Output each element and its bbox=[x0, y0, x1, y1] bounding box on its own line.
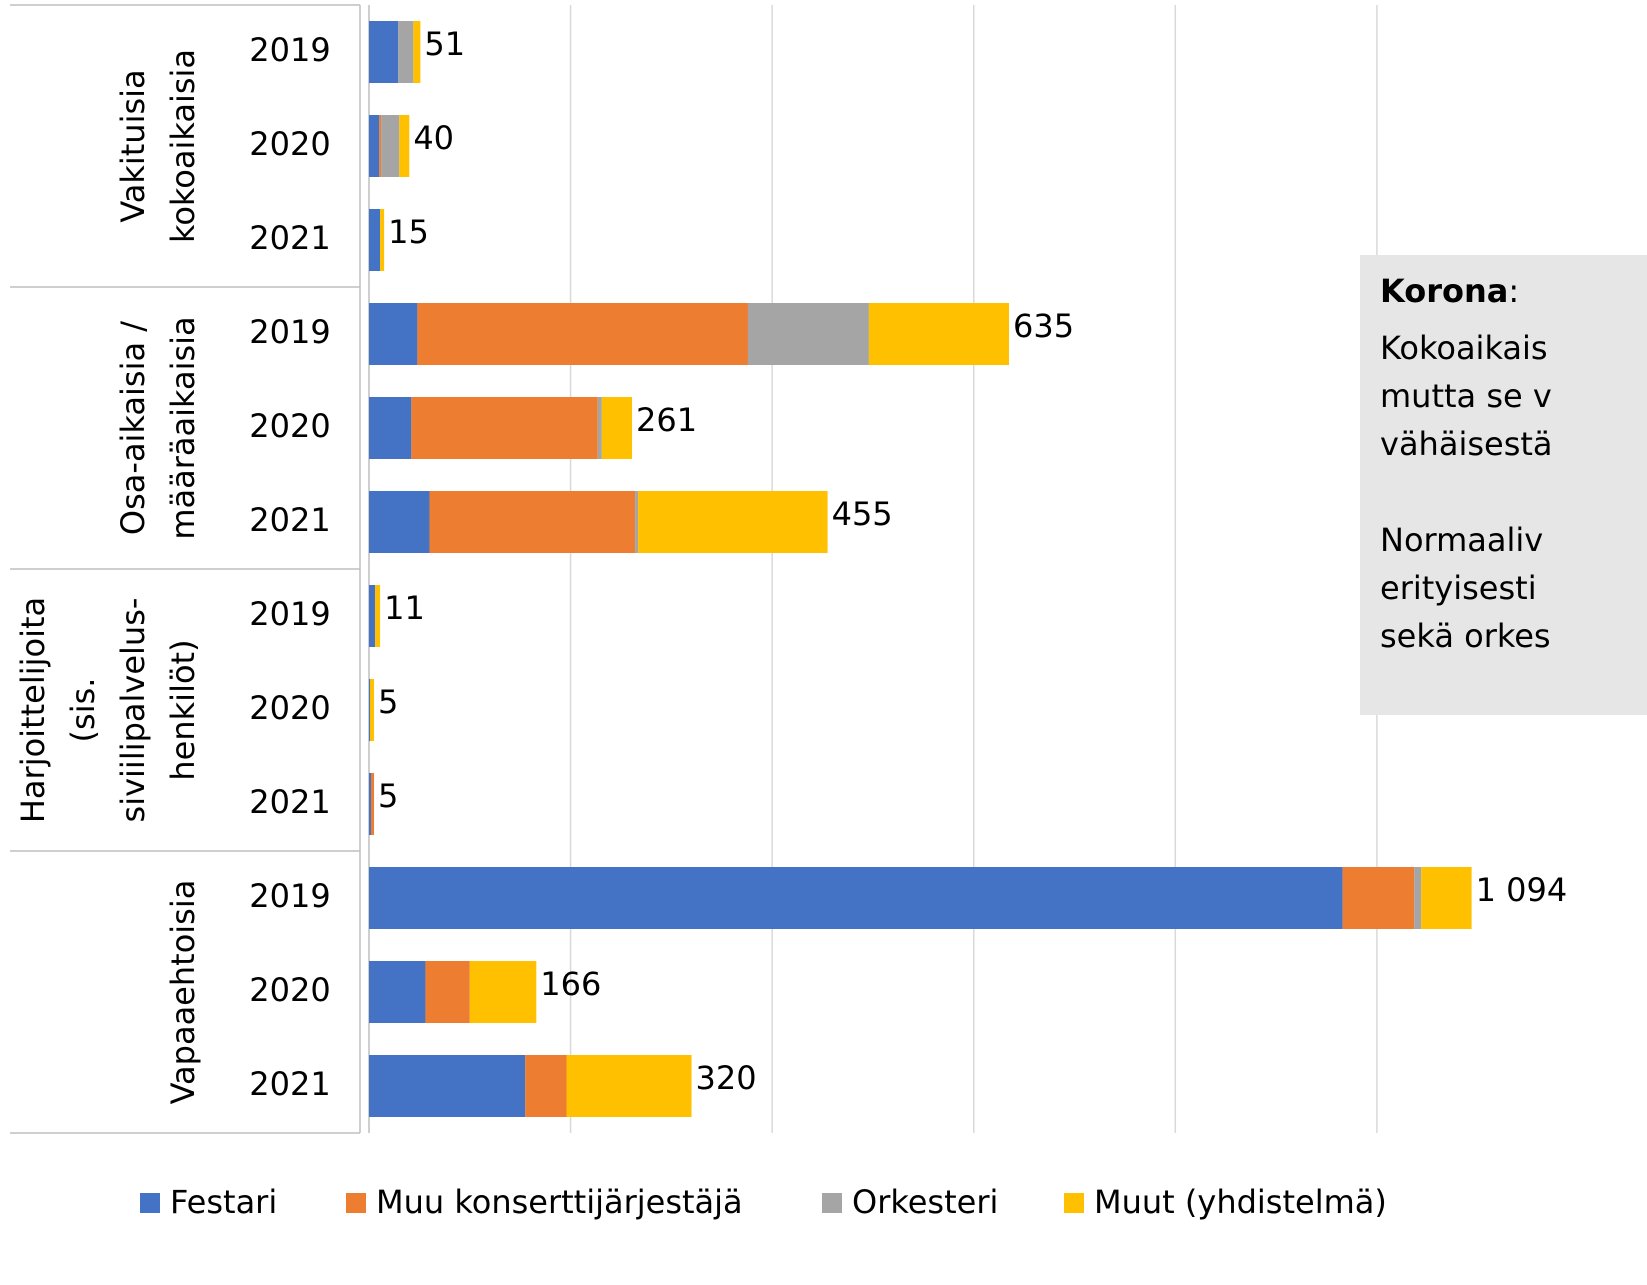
bar-segment bbox=[425, 961, 470, 1023]
group-label: (sis. bbox=[64, 678, 102, 743]
annotation-separator: : bbox=[1508, 272, 1519, 310]
bar-segment bbox=[369, 115, 380, 177]
legend-swatch bbox=[1064, 1193, 1084, 1213]
bar-segment bbox=[597, 397, 602, 459]
bar-segment bbox=[369, 303, 418, 365]
annotation-line: sekä orkes bbox=[1380, 617, 1551, 655]
group-label: Vakituisia bbox=[114, 69, 152, 222]
bar-segment bbox=[381, 115, 400, 177]
bar-segment bbox=[375, 585, 381, 647]
bar-segment bbox=[369, 397, 412, 459]
annotation-line: Kokoaikais bbox=[1380, 329, 1548, 367]
bar-segment bbox=[417, 303, 748, 365]
group-label: määräaikaisia bbox=[164, 316, 202, 539]
legend-label: Muut (yhdistelmä) bbox=[1094, 1183, 1387, 1221]
annotation-line: erityisesti bbox=[1380, 569, 1537, 607]
y-tick-label: 2020 bbox=[249, 971, 330, 1009]
bar-segment bbox=[379, 115, 382, 177]
data-label: 15 bbox=[388, 213, 429, 251]
bar-segment bbox=[370, 679, 375, 741]
bar-segment bbox=[413, 21, 421, 83]
group-label: Harjoittelijoita bbox=[14, 597, 52, 823]
y-tick-label: 2019 bbox=[249, 31, 330, 69]
y-tick-label: 2021 bbox=[249, 219, 330, 257]
bar-segment bbox=[411, 397, 598, 459]
bar-segment bbox=[369, 585, 376, 647]
bar-segment bbox=[868, 303, 1010, 365]
legend-label: Muu konserttijärjestäjä bbox=[376, 1183, 743, 1221]
bar-segment bbox=[371, 773, 375, 835]
bar-segment bbox=[635, 491, 639, 553]
bar-segment bbox=[369, 961, 426, 1023]
data-label: 261 bbox=[636, 401, 697, 439]
y-tick-label: 2020 bbox=[249, 407, 330, 445]
y-tick-label: 2019 bbox=[249, 313, 330, 351]
group-label: kokoaikaisia bbox=[164, 49, 202, 243]
legend-swatch bbox=[822, 1193, 842, 1213]
group-label: siviilipalvelus- bbox=[114, 598, 152, 823]
data-label: 51 bbox=[424, 25, 465, 63]
bar-segment bbox=[1421, 867, 1472, 929]
legend-label: Orkesteri bbox=[852, 1183, 998, 1221]
group-label: Vapaaehtoisia bbox=[164, 880, 202, 1105]
bar-segment bbox=[398, 21, 414, 83]
legend-swatch bbox=[140, 1193, 160, 1213]
bar-segment bbox=[638, 491, 828, 553]
data-label: 635 bbox=[1013, 307, 1074, 345]
data-label: 1 094 bbox=[1476, 871, 1568, 909]
data-label: 5 bbox=[378, 683, 398, 721]
data-label: 40 bbox=[413, 119, 454, 157]
bar-segment bbox=[601, 397, 633, 459]
bar-segment bbox=[429, 491, 636, 553]
data-label: 5 bbox=[378, 777, 398, 815]
legend-swatch bbox=[346, 1193, 366, 1213]
bar-segment bbox=[469, 961, 537, 1023]
group-label: Osa-aikaisia / bbox=[114, 321, 152, 535]
bar-segment bbox=[525, 1055, 567, 1117]
data-label: 320 bbox=[696, 1059, 757, 1097]
legend-label: Festari bbox=[170, 1183, 277, 1221]
bar-segment bbox=[369, 867, 1343, 929]
bar-segment bbox=[369, 1055, 526, 1117]
bar-segment bbox=[380, 209, 385, 271]
bar-segment bbox=[369, 679, 371, 741]
y-tick-label: 2021 bbox=[249, 501, 330, 539]
bar-segment bbox=[566, 1055, 692, 1117]
annotation-line: vähäisestä bbox=[1380, 425, 1553, 463]
annotation-title-bold: Korona bbox=[1380, 272, 1508, 310]
bar-segment bbox=[369, 21, 399, 83]
y-tick-label: 2019 bbox=[249, 595, 330, 633]
bar-segment bbox=[369, 491, 430, 553]
annotation-box bbox=[1360, 255, 1647, 715]
y-tick-label: 2020 bbox=[249, 689, 330, 727]
annotation-line: mutta se v bbox=[1380, 377, 1552, 415]
bar-segment bbox=[747, 303, 869, 365]
y-tick-label: 2021 bbox=[249, 783, 330, 821]
bar-segment bbox=[399, 115, 410, 177]
data-label: 166 bbox=[540, 965, 601, 1003]
data-label: 455 bbox=[832, 495, 893, 533]
y-tick-label: 2021 bbox=[249, 1065, 330, 1103]
data-label: 11 bbox=[384, 589, 425, 627]
annotation-title: Korona: bbox=[1380, 272, 1519, 310]
bar-segment bbox=[369, 773, 372, 835]
y-tick-label: 2020 bbox=[249, 125, 330, 163]
annotation-line: Normaaliv bbox=[1380, 521, 1543, 559]
bar-segment bbox=[1342, 867, 1415, 929]
bar-segment bbox=[1414, 867, 1422, 929]
bar-segment bbox=[369, 209, 381, 271]
y-tick-label: 2019 bbox=[249, 877, 330, 915]
group-label: henkilöt) bbox=[164, 639, 202, 780]
